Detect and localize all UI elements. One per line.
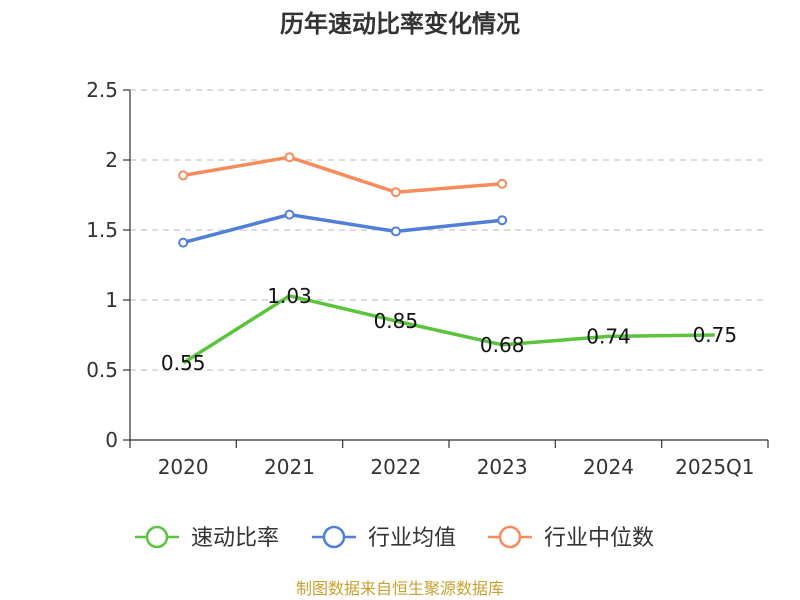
- legend-label: 行业中位数: [544, 526, 654, 551]
- data-label: 0.74: [586, 324, 631, 348]
- data-point: [497, 178, 508, 189]
- series-line: [182, 155, 503, 194]
- x-tick-label: 2023: [477, 455, 528, 479]
- y-tick-label: 0.5: [86, 358, 118, 382]
- y-tick-label: 1: [105, 288, 118, 312]
- data-point: [390, 187, 401, 198]
- data-label: 1.03: [267, 284, 312, 308]
- y-tick-label: 2.5: [86, 78, 118, 102]
- legend-item[interactable]: 行业均值: [312, 525, 456, 551]
- series-group: [178, 152, 715, 365]
- legend-marker-icon: [145, 525, 169, 549]
- data-labels: 0.55 1.03 0.85 0.68 0.74 0.75: [161, 284, 737, 375]
- legend-item[interactable]: 速动比率: [135, 525, 279, 551]
- chart-title: 历年速动比率变化情况: [280, 10, 520, 38]
- y-tick-label: 0: [105, 428, 118, 452]
- legend-label: 速动比率: [191, 526, 279, 551]
- data-label: 0.55: [161, 351, 206, 375]
- legend-label: 行业均值: [368, 526, 456, 551]
- series-line: [182, 212, 503, 245]
- y-tick-label: 1.5: [86, 218, 118, 242]
- y-tick-label: 2: [105, 148, 118, 172]
- data-point: [284, 152, 295, 163]
- x-tick-label: 2020: [158, 455, 209, 479]
- data-label: 0.85: [374, 309, 419, 333]
- legend-item[interactable]: 行业中位数: [488, 525, 654, 551]
- x-tick-label: 2025Q1: [675, 455, 754, 479]
- x-tick-label: 2021: [264, 455, 315, 479]
- axes: 0 0.5 1 1.5 2 2.5 2020 2021 2022 2023 2024 2025Q1: [86, 78, 769, 479]
- x-tick-label: 2024: [583, 455, 634, 479]
- x-tick-label: 2022: [370, 455, 421, 479]
- data-label: 0.75: [693, 323, 738, 347]
- data-point: [178, 237, 189, 248]
- data-label: 0.68: [480, 333, 525, 357]
- legend-marker-icon: [322, 525, 346, 549]
- legend[interactable]: 速动比率 行业均值 行业中位数: [135, 525, 654, 551]
- legend-marker-icon: [498, 525, 522, 549]
- grid-lines: [130, 89, 768, 371]
- series-line: [182, 294, 715, 365]
- data-point: [497, 215, 508, 226]
- data-point: [284, 209, 295, 220]
- data-point: [390, 226, 401, 237]
- source-note: 制图数据来自恒生聚源数据库: [296, 579, 504, 598]
- data-point: [178, 170, 189, 181]
